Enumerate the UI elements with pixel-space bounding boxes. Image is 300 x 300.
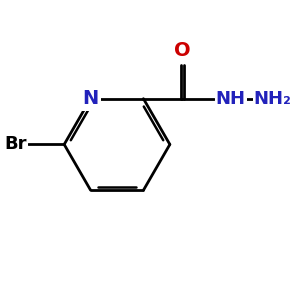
Text: N: N [82, 89, 99, 108]
Text: Br: Br [4, 135, 27, 153]
Text: NH₂: NH₂ [254, 90, 291, 108]
Text: O: O [174, 41, 191, 60]
Text: NH: NH [216, 90, 246, 108]
